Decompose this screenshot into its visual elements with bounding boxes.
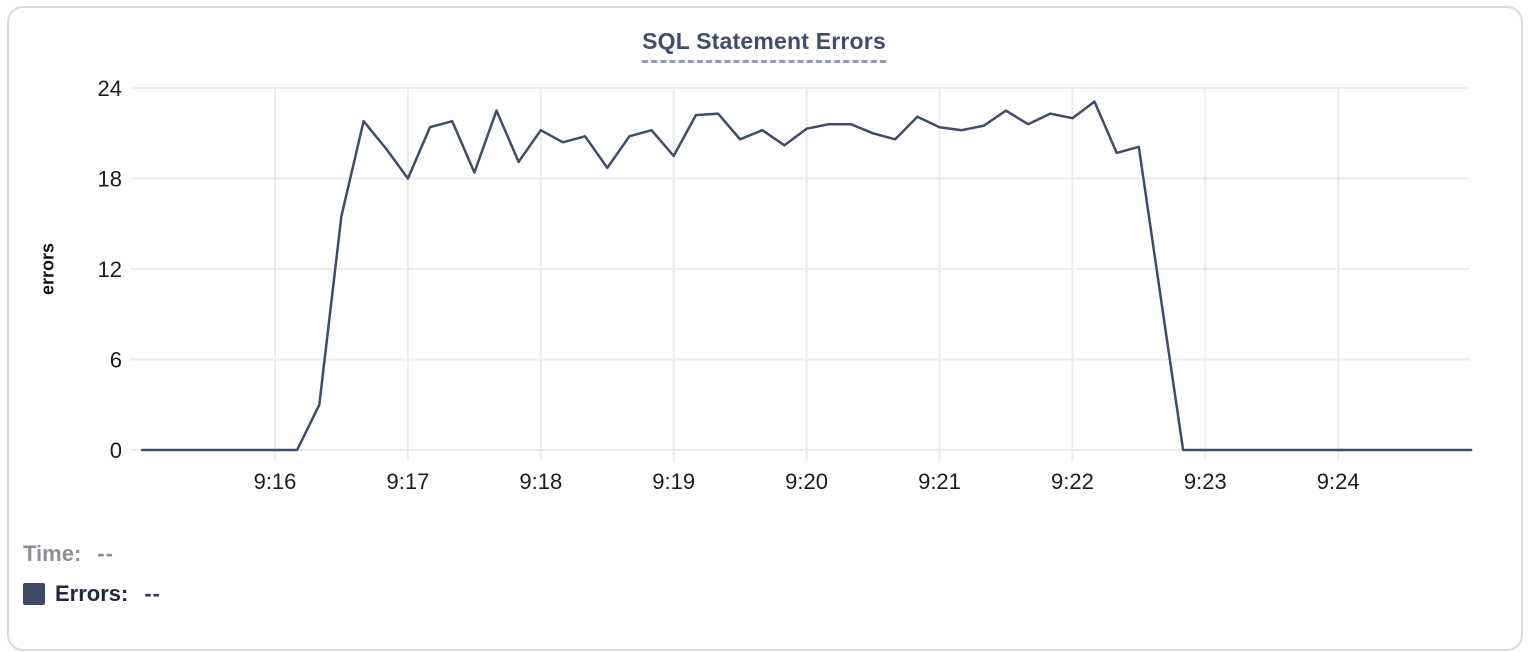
- errors-series-line: [140, 100, 1473, 452]
- x-tick-label: 9:18: [519, 469, 562, 494]
- errors-value: --: [144, 581, 162, 606]
- y-tick-label: 18: [98, 167, 122, 192]
- y-tick-label: 6: [110, 348, 122, 373]
- chart-title[interactable]: SQL Statement Errors: [642, 28, 886, 63]
- x-tick-label: 9:20: [785, 469, 828, 494]
- y-tick-label: 0: [110, 438, 122, 463]
- x-tick-label: 9:19: [652, 469, 695, 494]
- hover-readout-time: Time: --: [23, 541, 114, 567]
- errors-series-swatch: [23, 583, 45, 605]
- x-tick-label: 9:21: [918, 469, 961, 494]
- time-label: Time:: [23, 541, 82, 566]
- y-tick-label: 12: [98, 257, 122, 282]
- x-tick-label: 9:17: [386, 469, 429, 494]
- errors-line-chart[interactable]: 0 6 12 18 24 9:16 9:17 9:18 9:19 9:20 9:21 9:22 9:23…: [0, 0, 1528, 515]
- x-tick-label: 9:24: [1317, 469, 1360, 494]
- x-tick-label: 9:16: [254, 469, 297, 494]
- y-axis-title: errors: [37, 242, 58, 296]
- x-tick-label: 9:23: [1184, 469, 1227, 494]
- chart-card: [7, 6, 1523, 651]
- legend-errors-row: Errors: --: [23, 581, 161, 607]
- x-tick-label: 9:22: [1051, 469, 1094, 494]
- time-value: --: [97, 541, 114, 566]
- chart-title-wrap: SQL Statement Errors: [0, 28, 1528, 63]
- y-tick-label: 24: [98, 76, 122, 101]
- errors-label: Errors:: [55, 581, 129, 606]
